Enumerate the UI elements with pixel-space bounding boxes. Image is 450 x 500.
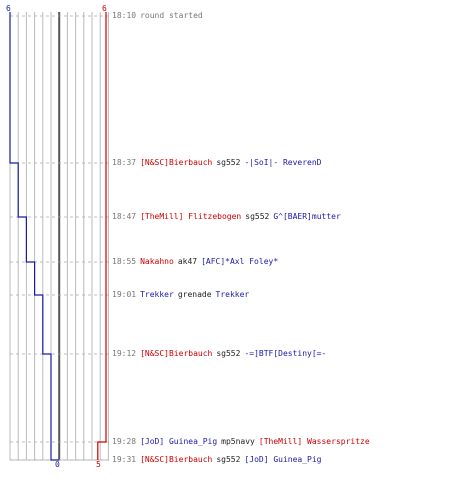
event-weapon: sg552 xyxy=(216,158,241,167)
event-victim: [TheMill] Wasserspritze xyxy=(258,437,370,446)
event-row: 18:37 [N&SC]Bierbauch sg552 -|SoI|- Reveren… xyxy=(112,158,326,168)
event-time: 18:37 xyxy=(112,158,137,167)
event-row: 18:55 Nakahno ak47 [AFC]*Axl Foley* xyxy=(112,257,282,267)
event-victim: -=]BTF[Destiny[=- xyxy=(244,349,327,358)
event-killer: [N&SC]Bierbauch xyxy=(140,158,213,167)
event-victim: -|SoI|- ReverenD xyxy=(244,158,322,167)
event-killer: Trekker xyxy=(140,290,174,299)
blue-end-count: 0 xyxy=(55,460,60,469)
event-row: 18:47 [TheMill] Flitzebogen sg552 G^[BAER]m… xyxy=(112,212,345,222)
event-killer: Nakahno xyxy=(140,257,174,266)
event-time: 19:01 xyxy=(112,290,137,299)
event-killer: [N&SC]Bierbauch xyxy=(140,349,213,358)
event-killer: [TheMill] Flitzebogen xyxy=(140,212,242,221)
event-row: 19:31 [N&SC]Bierbauch sg552 [JoD] Guinea_Pi… xyxy=(112,455,326,465)
event-time: 18:10 xyxy=(112,11,137,20)
event-time: 19:28 xyxy=(112,437,137,446)
blue-start-count: 6 xyxy=(6,4,11,13)
event-time: 18:47 xyxy=(112,212,137,221)
event-weapon: sg552 xyxy=(216,455,241,464)
event-killer: round started xyxy=(140,11,203,20)
event-time: 18:55 xyxy=(112,257,137,266)
event-weapon: mp5navy xyxy=(221,437,255,446)
event-killer: [JoD] Guinea_Pig xyxy=(140,437,218,446)
red-start-count: 6 xyxy=(102,4,107,13)
event-time: 19:12 xyxy=(112,349,137,358)
red-end-count: 5 xyxy=(96,460,101,469)
event-row: 19:12 [N&SC]Bierbauch sg552 -=]BTF[Destiny[… xyxy=(112,349,330,359)
event-weapon: sg552 xyxy=(216,349,241,358)
event-weapon: grenade xyxy=(177,290,212,299)
red-team-line xyxy=(97,12,107,460)
event-victim: [JoD] Guinea_Pig xyxy=(244,455,322,464)
event-weapon: ak47 xyxy=(177,257,198,266)
event-victim: [AFC]*Axl Foley* xyxy=(201,257,279,266)
event-victim: Trekker xyxy=(215,290,250,299)
event-time: 19:31 xyxy=(112,455,137,464)
event-row: 19:01 Trekker grenade Trekker xyxy=(112,290,253,300)
event-weapon: sg552 xyxy=(245,212,270,221)
event-row: 19:28 [JoD] Guinea_Pig mp5navy [TheMill] Wa… xyxy=(112,437,374,447)
event-killer: [N&SC]Bierbauch xyxy=(140,455,213,464)
event-row: 18:10 round started xyxy=(112,11,207,21)
event-victim: G^[BAER]mutter xyxy=(273,212,341,221)
blue-team-line xyxy=(9,12,60,461)
